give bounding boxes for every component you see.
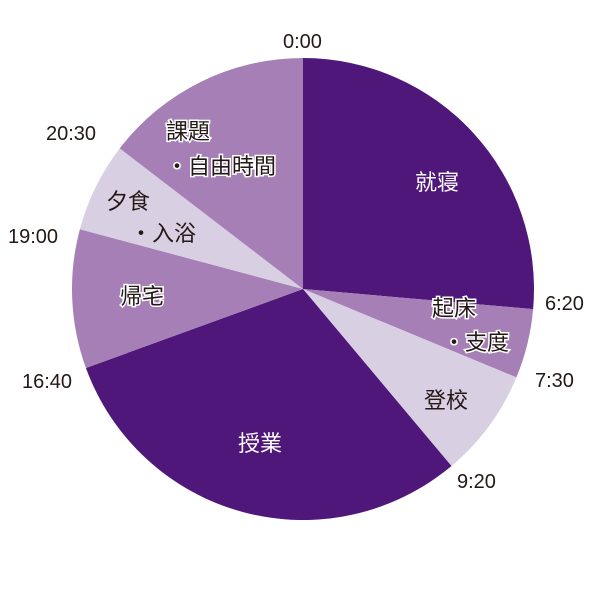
time-label: 9:20 [457, 471, 496, 493]
time-label: 6:20 [545, 293, 584, 315]
pie-slice [119, 57, 303, 289]
pie-slice [85, 289, 452, 520]
slice-label: ・入浴 [130, 222, 196, 247]
slice-label: 就寝 [415, 171, 459, 196]
time-label: 20:30 [46, 123, 96, 145]
slice-label: 課題 [166, 120, 210, 145]
slice-label: 登校 [424, 389, 468, 414]
slice-label: 帰宅 [120, 285, 164, 310]
pie-slice [303, 289, 534, 378]
slice-label: 授業 [238, 432, 282, 457]
time-label: 16:40 [22, 371, 72, 393]
time-label: 7:30 [535, 370, 574, 392]
pie-slice [79, 148, 304, 289]
slice-label: 夕食 [106, 190, 150, 215]
time-label: 19:00 [8, 226, 58, 248]
slice-label: 起床 [432, 297, 476, 322]
slice-label: ・自由時間 [166, 155, 276, 180]
slice-label: ・支度 [443, 331, 509, 356]
pie-slice [72, 229, 303, 369]
pie-slice [303, 58, 534, 310]
time-label: 0:00 [283, 31, 322, 53]
pie-slice [303, 289, 517, 466]
